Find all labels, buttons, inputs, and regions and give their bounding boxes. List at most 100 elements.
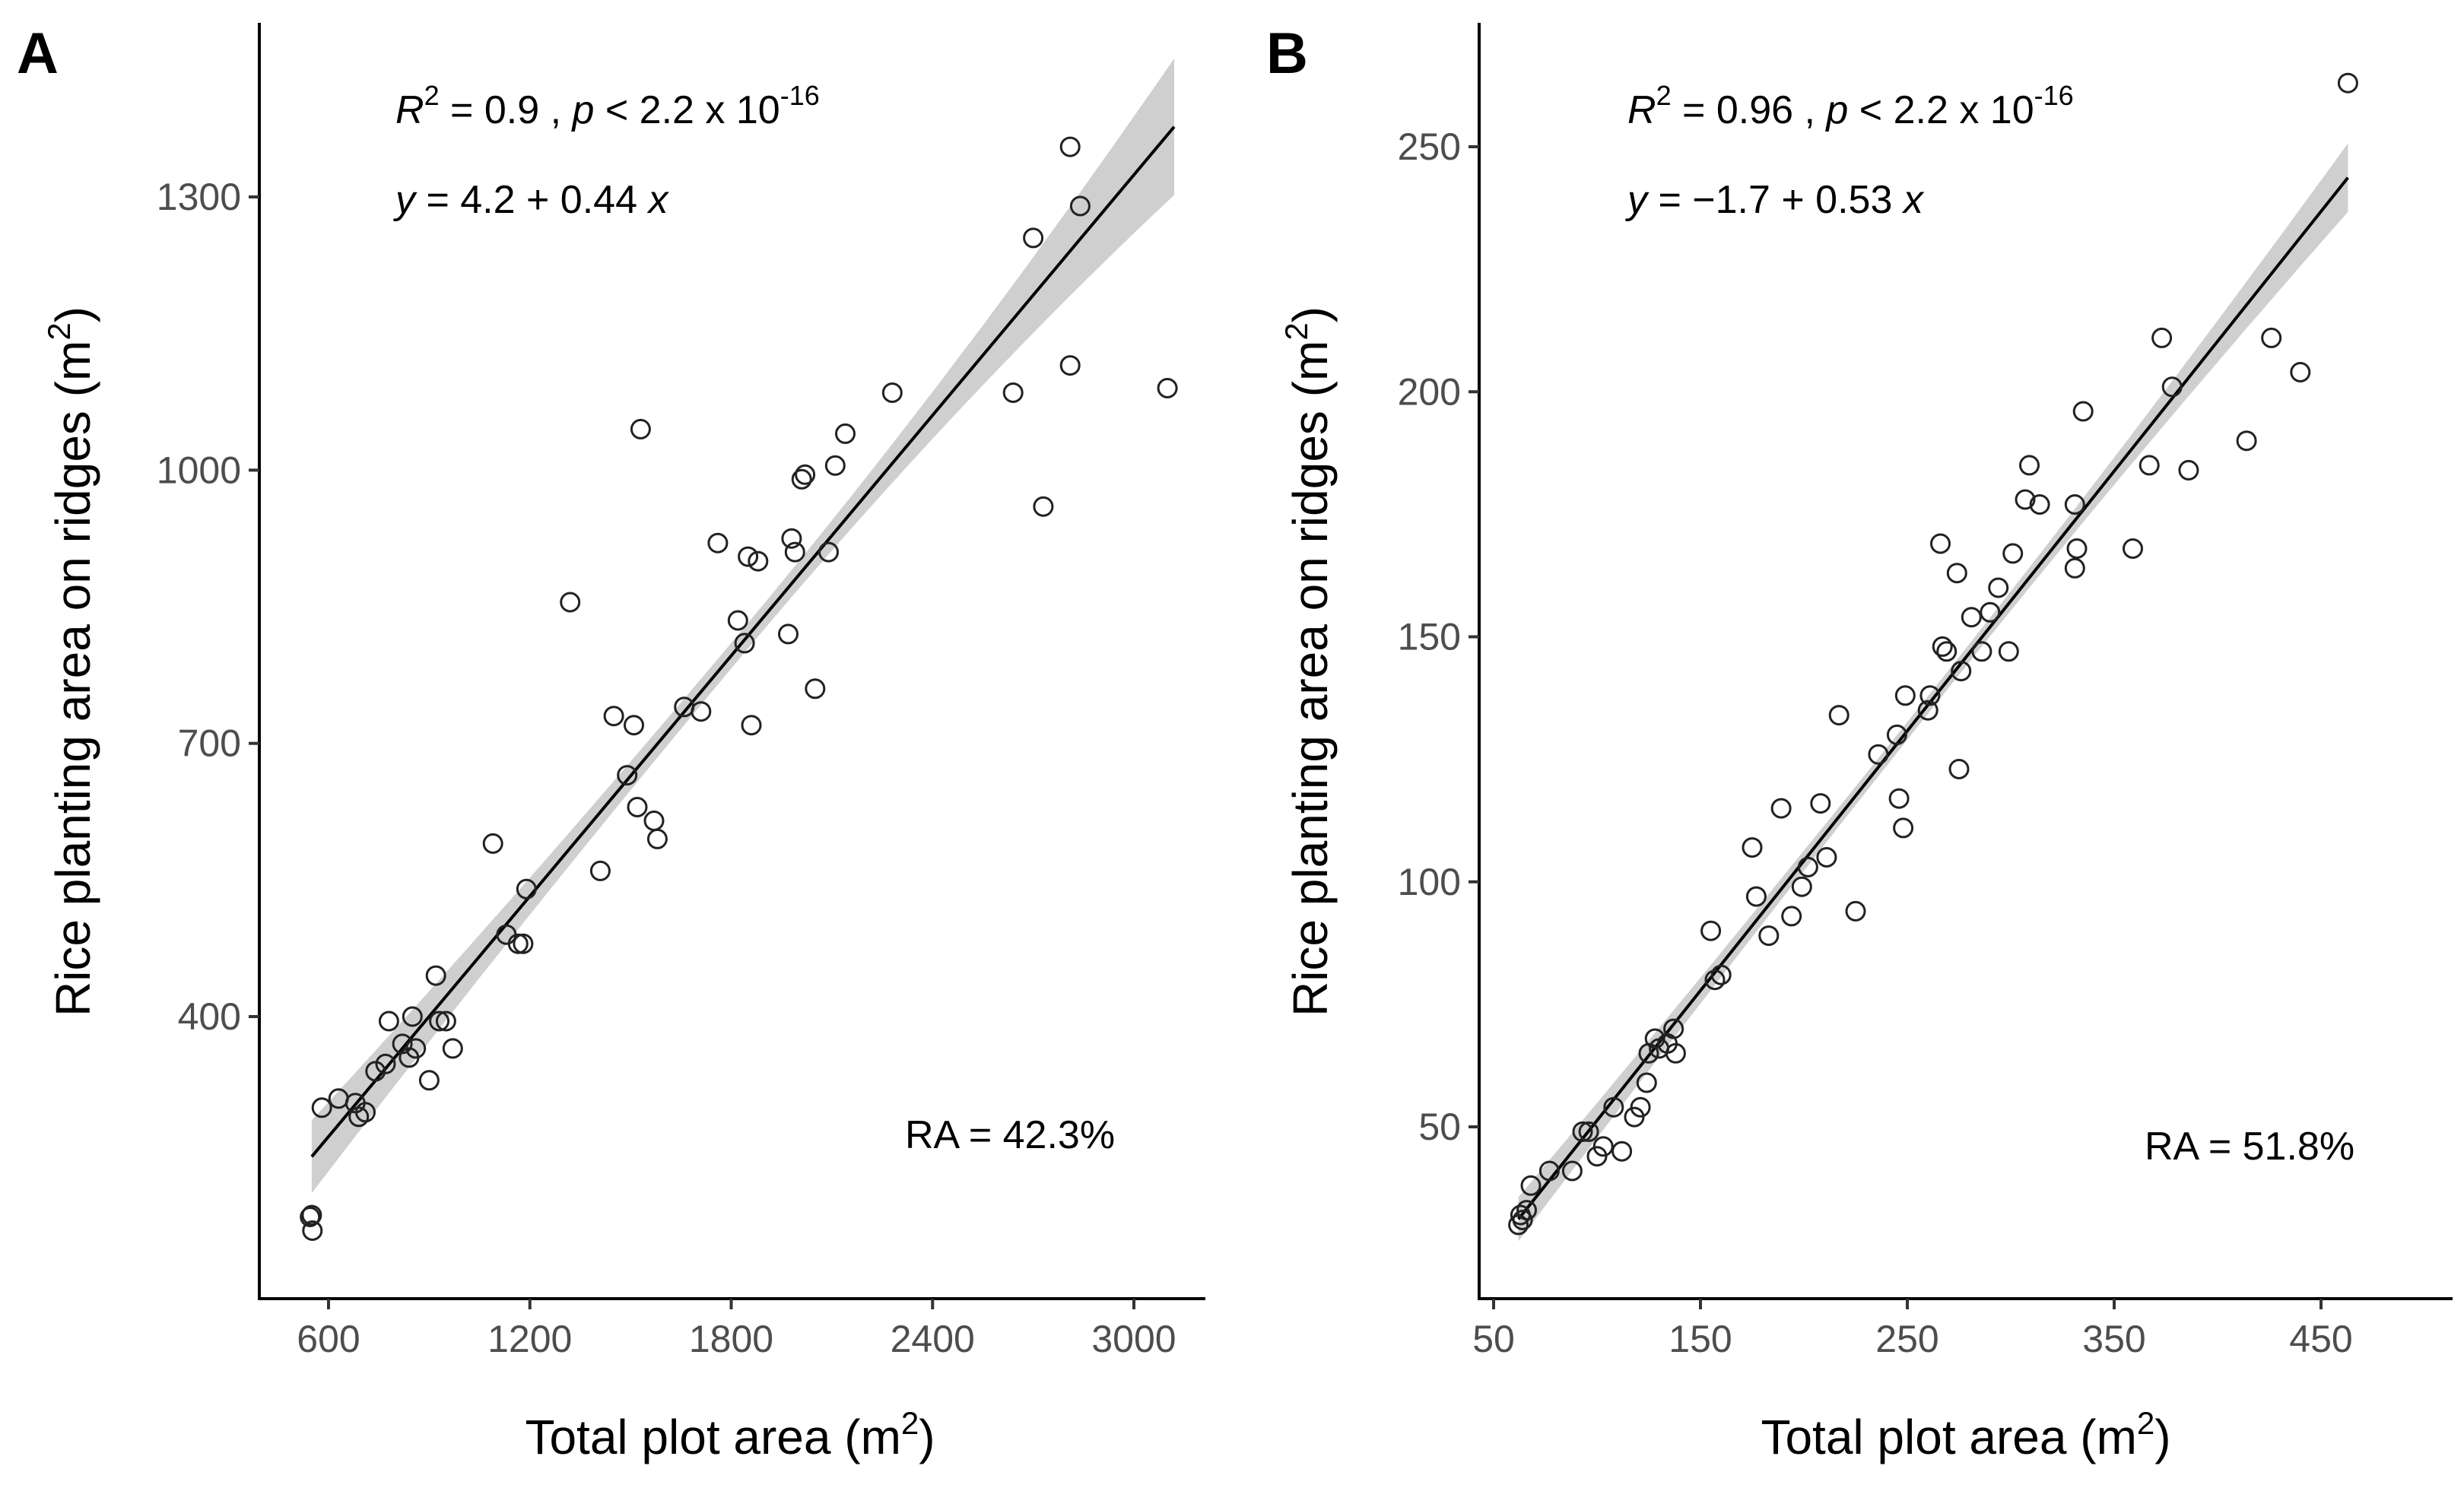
y-tick-label: 200	[1398, 370, 1461, 413]
data-point	[1961, 607, 1982, 628]
data-point	[1700, 920, 1722, 941]
data-point	[1538, 1160, 1560, 1182]
data-point	[1611, 1141, 1633, 1162]
data-point	[1781, 906, 1802, 927]
data-point	[2139, 455, 2160, 476]
data-point	[2029, 494, 2050, 515]
data-point	[1988, 577, 2009, 598]
data-point	[1980, 601, 2001, 623]
data-point	[1791, 876, 1812, 897]
data-point	[425, 965, 446, 986]
data-point	[630, 418, 651, 439]
data-point	[311, 1097, 332, 1118]
data-point	[1636, 1072, 1657, 1093]
data-point	[1797, 856, 1818, 877]
y-axis-title: Rice planting area on ridges (m2)	[1278, 306, 1338, 1017]
data-point	[513, 933, 534, 954]
y-axis-title-end: )	[1283, 306, 1338, 322]
data-point	[1951, 661, 1972, 682]
data-point	[2261, 327, 2282, 348]
x-tick-label: 50	[1472, 1318, 1515, 1360]
data-point	[378, 1011, 399, 1032]
data-point	[2015, 489, 2036, 510]
data-point	[435, 1011, 456, 1032]
data-point	[784, 541, 805, 563]
equation-annotation: y = −1.7 + 0.53 x	[1625, 178, 1925, 222]
panel-a: A 600 1200 1800 2400 3000 400 700 1000 1300 Tot…	[17, 21, 1205, 1464]
data-point	[405, 1038, 427, 1059]
data-point	[2337, 72, 2358, 94]
confidence-band	[311, 58, 1174, 1194]
data-point	[1572, 1121, 1593, 1142]
eq-y: y	[1625, 178, 1650, 222]
y-ticks: 50 100 150 200 250	[1398, 125, 1479, 1148]
x-axis-title-text: Total plot area (m	[1761, 1410, 2136, 1464]
data-point	[589, 860, 611, 881]
data-point	[818, 541, 839, 563]
data-point	[691, 701, 712, 722]
x-axis-title-end: )	[919, 1410, 935, 1464]
data-point	[1998, 641, 2019, 662]
data-point	[1059, 355, 1081, 376]
data-point	[603, 706, 624, 727]
data-point	[1868, 744, 1889, 765]
x-tick-label: 450	[2289, 1318, 2352, 1360]
r2-superscript: 2	[424, 80, 440, 111]
regression-line	[310, 125, 1176, 1158]
data-point	[2066, 538, 2088, 559]
data-point	[1936, 641, 1958, 662]
data-point	[1770, 798, 1792, 819]
ra-label: RA = 42.3%	[905, 1113, 1115, 1157]
data-point	[482, 833, 503, 854]
y-axis-title-sup: 2	[41, 322, 77, 340]
y-axis-title-end: )	[46, 306, 100, 322]
data-point	[781, 528, 802, 549]
data-point	[1561, 1160, 1583, 1182]
confidence-band	[1518, 143, 2348, 1242]
y-tick-label: 50	[1418, 1106, 1461, 1148]
data-point	[442, 1038, 463, 1059]
data-point	[1512, 1210, 1533, 1230]
data-point	[507, 933, 529, 954]
y-tick-label: 400	[178, 995, 241, 1038]
data-point	[2236, 430, 2257, 452]
r2-superscript: 2	[1656, 80, 1672, 111]
data-point	[1845, 900, 1866, 922]
data-point	[2161, 376, 2183, 398]
y-tick-label: 700	[178, 722, 241, 765]
data-point	[2064, 494, 2085, 515]
data-point	[1742, 837, 1763, 858]
data-point	[2019, 455, 2040, 476]
data-point	[1059, 136, 1081, 157]
data-points	[300, 136, 1178, 1241]
r2-value: = 0.96 ,	[1672, 88, 1827, 132]
y-tick-label: 250	[1398, 125, 1461, 168]
x-axis-title: Total plot area (m2)	[1761, 1405, 2170, 1464]
data-point	[734, 633, 755, 654]
r2-symbol: R	[1627, 88, 1656, 132]
data-point	[707, 532, 729, 554]
eq-x: x	[1901, 178, 1925, 222]
data-point	[2151, 327, 2173, 348]
data-point	[627, 797, 648, 817]
data-point	[302, 1220, 323, 1241]
y-tick-label: 100	[1398, 861, 1461, 903]
x-axis-title-sup: 2	[901, 1405, 919, 1441]
data-point	[1888, 788, 1910, 809]
y-axis-title-text: Rice planting area on ridges (m	[1283, 341, 1338, 1017]
data-point	[2064, 557, 2085, 579]
data-point	[1893, 817, 1914, 839]
r2-symbol: R	[395, 88, 424, 132]
data-point	[1828, 705, 1850, 726]
eq-x: x	[646, 178, 669, 222]
data-point	[1578, 1121, 1599, 1142]
data-point	[418, 1070, 440, 1091]
r2-value: = 0.9 ,	[440, 88, 573, 132]
data-point	[2002, 543, 2024, 564]
eq-body: = −1.7 + 0.53	[1647, 178, 1904, 222]
eq-y: y	[393, 178, 418, 222]
data-point	[1023, 227, 1044, 249]
x-tick-label: 350	[2082, 1318, 2145, 1360]
eq-body: = 4.2 + 0.44	[415, 178, 648, 222]
